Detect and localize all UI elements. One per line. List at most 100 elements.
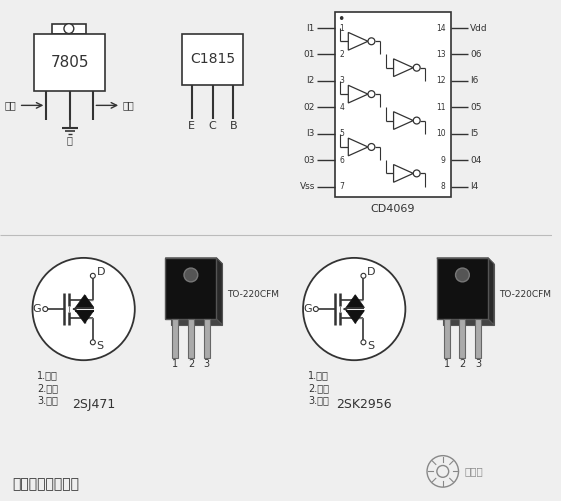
Text: 2SJ471: 2SJ471: [72, 398, 115, 411]
Bar: [475, 319, 481, 358]
Text: I4: I4: [470, 182, 479, 191]
Text: 06: 06: [470, 50, 482, 59]
Text: B: B: [229, 121, 237, 131]
Text: 03: 03: [304, 156, 315, 165]
Bar: [165, 258, 217, 319]
Text: I1: I1: [306, 24, 315, 33]
Text: 逆变器所用元器件: 逆变器所用元器件: [12, 477, 79, 491]
Polygon shape: [488, 258, 494, 325]
Text: TO-220CFM: TO-220CFM: [499, 290, 551, 299]
Text: G: G: [304, 304, 312, 314]
Bar: [52, 24, 86, 34]
Text: I5: I5: [470, 129, 479, 138]
Text: C1815: C1815: [190, 52, 235, 66]
Text: 14: 14: [436, 24, 446, 33]
Text: D: D: [96, 267, 105, 277]
Text: Vdd: Vdd: [470, 24, 488, 33]
Circle shape: [314, 307, 318, 312]
Text: 5: 5: [339, 129, 344, 138]
Bar: [459, 319, 466, 358]
Text: 10: 10: [436, 129, 446, 138]
Bar: [34, 34, 105, 91]
Text: 05: 05: [470, 103, 482, 112]
Polygon shape: [348, 33, 368, 50]
Text: CD4069: CD4069: [370, 204, 415, 214]
Text: 7: 7: [339, 182, 344, 191]
Polygon shape: [348, 85, 368, 103]
Text: 3: 3: [475, 359, 481, 369]
Circle shape: [368, 143, 375, 150]
Bar: [182, 34, 243, 85]
Text: C: C: [209, 121, 217, 131]
Text: 01: 01: [304, 50, 315, 59]
Text: D: D: [367, 267, 375, 277]
Text: 2.漏极: 2.漏极: [38, 383, 58, 393]
Text: 8: 8: [441, 182, 446, 191]
Circle shape: [43, 307, 48, 312]
Text: 1.栅极: 1.栅极: [38, 370, 58, 380]
Text: 输入: 输入: [5, 100, 17, 110]
Text: 百月辰: 百月辰: [465, 466, 483, 476]
Text: 3: 3: [339, 77, 344, 85]
Polygon shape: [346, 311, 365, 323]
Circle shape: [413, 170, 420, 177]
Polygon shape: [75, 311, 94, 323]
Text: 1: 1: [339, 24, 344, 33]
Text: 输出: 输出: [123, 100, 135, 110]
Text: 2: 2: [188, 359, 194, 369]
Circle shape: [90, 340, 95, 345]
Circle shape: [361, 274, 366, 278]
Circle shape: [456, 268, 470, 282]
Text: 3: 3: [204, 359, 210, 369]
Text: 3.源极: 3.源极: [308, 396, 329, 405]
Text: I2: I2: [307, 77, 315, 85]
Text: 9: 9: [441, 156, 446, 165]
Bar: [171, 264, 222, 325]
Polygon shape: [437, 258, 494, 264]
Polygon shape: [394, 59, 413, 77]
Text: •: •: [337, 13, 344, 26]
Text: 2: 2: [459, 359, 466, 369]
Circle shape: [303, 258, 406, 360]
Text: 6: 6: [339, 156, 344, 165]
Polygon shape: [217, 258, 222, 325]
Text: 1: 1: [444, 359, 450, 369]
Circle shape: [413, 64, 420, 71]
Circle shape: [33, 258, 135, 360]
Text: 1.栅极: 1.栅极: [308, 370, 329, 380]
Bar: [443, 264, 494, 325]
Circle shape: [184, 268, 198, 282]
Text: 11: 11: [436, 103, 446, 112]
Text: 7805: 7805: [50, 55, 89, 70]
Text: 4: 4: [339, 103, 344, 112]
Circle shape: [368, 38, 375, 45]
Bar: [172, 319, 178, 358]
Circle shape: [361, 340, 366, 345]
Bar: [334, 12, 450, 197]
Circle shape: [90, 274, 95, 278]
Text: G: G: [33, 304, 42, 314]
Bar: [437, 258, 488, 319]
Text: 04: 04: [470, 156, 482, 165]
Text: S: S: [367, 341, 374, 351]
Polygon shape: [165, 258, 222, 264]
Text: 3.源极: 3.源极: [38, 396, 58, 405]
Text: 地: 地: [67, 135, 73, 145]
Bar: [204, 319, 210, 358]
Circle shape: [413, 117, 420, 124]
Text: I3: I3: [306, 129, 315, 138]
Text: 2SK2956: 2SK2956: [336, 398, 392, 411]
Text: Vss: Vss: [300, 182, 315, 191]
Text: 2.漏极: 2.漏极: [308, 383, 329, 393]
Text: S: S: [96, 341, 104, 351]
Text: 13: 13: [436, 50, 446, 59]
Text: 02: 02: [304, 103, 315, 112]
Bar: [444, 319, 450, 358]
Circle shape: [64, 24, 74, 34]
Bar: [188, 319, 194, 358]
Text: 2: 2: [339, 50, 344, 59]
Circle shape: [368, 91, 375, 98]
Polygon shape: [394, 112, 413, 129]
Text: 1: 1: [172, 359, 178, 369]
Text: E: E: [188, 121, 195, 131]
